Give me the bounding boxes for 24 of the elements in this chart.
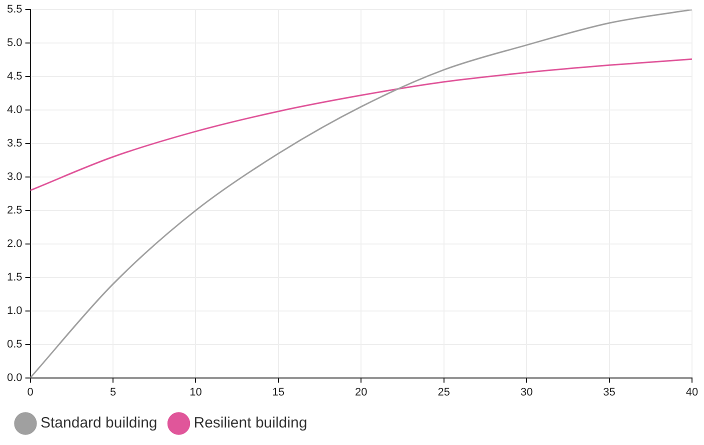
- x-tick-label: 30: [520, 386, 533, 398]
- y-tick-label: 4.5: [6, 70, 22, 83]
- y-tick-label: 3.0: [6, 170, 22, 183]
- x-tick-label: 40: [686, 386, 698, 398]
- x-tick-label: 20: [355, 386, 368, 398]
- legend-label: Resilient building: [194, 414, 308, 432]
- x-tick-label: 5: [110, 386, 116, 398]
- line-series: [30, 58, 692, 192]
- y-tick-label: 5.0: [6, 37, 22, 50]
- x-tick-label: 10: [190, 386, 202, 398]
- y-tick-label: 1.0: [6, 304, 22, 317]
- x-tick-label: 0: [27, 386, 34, 398]
- y-tick-label: 2.0: [6, 238, 22, 250]
- y-tick-label: 4.0: [6, 104, 22, 116]
- y-tick-label: 2.5: [6, 204, 22, 216]
- y-tick-label: 0.0: [6, 372, 22, 384]
- x-tick-label: 35: [603, 386, 616, 398]
- x-tick-label: 25: [438, 386, 450, 398]
- x-tick-label: 15: [272, 386, 285, 398]
- legend-label: Standard building: [40, 414, 158, 432]
- y-tick-label: 5.5: [6, 4, 22, 16]
- y-tick-label: 1.5: [6, 271, 22, 284]
- y-tick-label: 3.5: [6, 138, 22, 150]
- y-tick-label: 0.5: [6, 338, 22, 350]
